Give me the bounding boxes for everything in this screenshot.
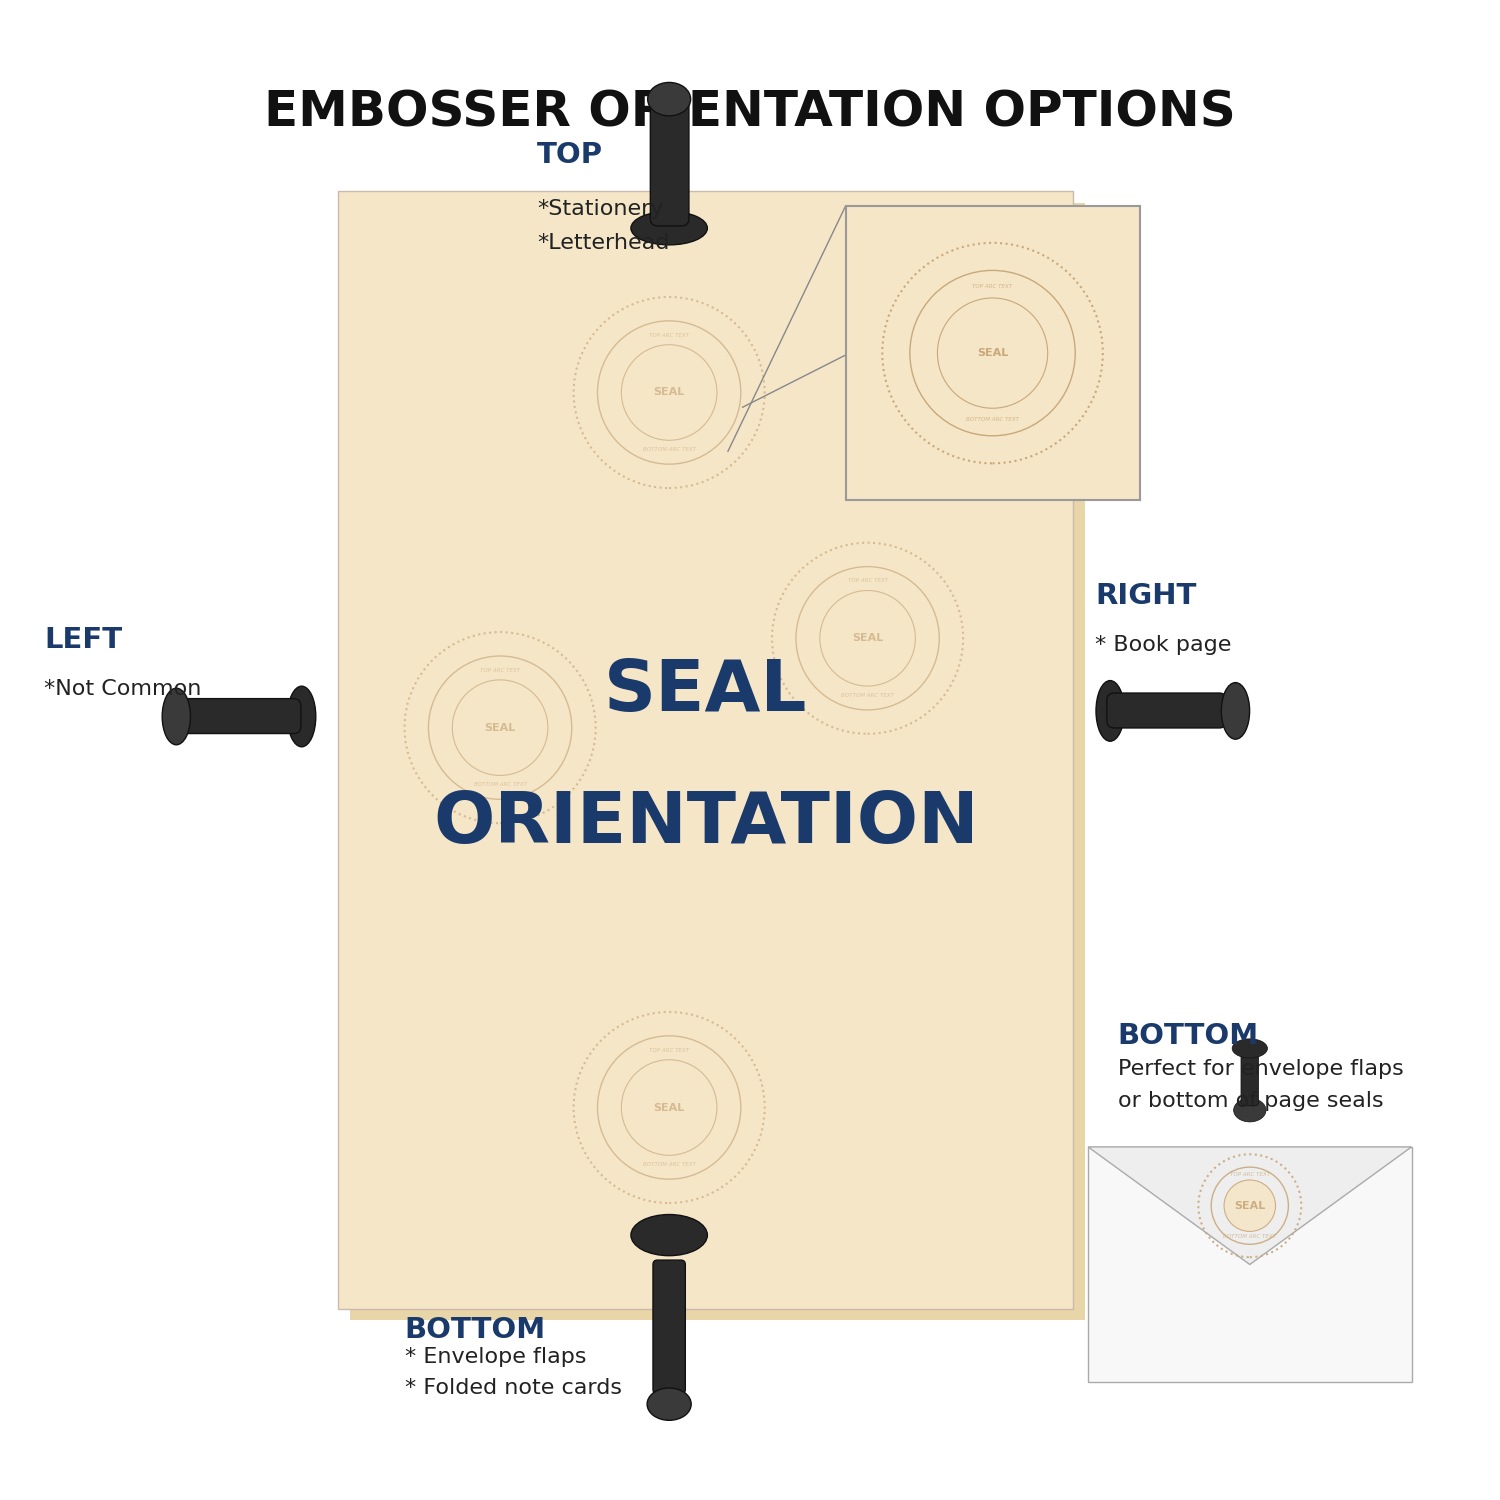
Circle shape bbox=[621, 345, 717, 441]
FancyBboxPatch shape bbox=[339, 192, 1074, 1308]
Ellipse shape bbox=[648, 82, 690, 116]
Circle shape bbox=[1224, 1180, 1275, 1231]
Ellipse shape bbox=[1096, 681, 1125, 741]
Text: SEAL: SEAL bbox=[852, 633, 883, 644]
FancyBboxPatch shape bbox=[652, 1260, 686, 1394]
Text: BOTTOM ARC TEXT: BOTTOM ARC TEXT bbox=[642, 447, 696, 453]
FancyBboxPatch shape bbox=[1240, 1048, 1258, 1106]
Ellipse shape bbox=[1233, 1098, 1266, 1122]
FancyBboxPatch shape bbox=[182, 699, 302, 734]
Text: SEAL: SEAL bbox=[976, 348, 1008, 358]
Ellipse shape bbox=[632, 211, 708, 244]
Text: TOP ARC TEXT: TOP ARC TEXT bbox=[972, 285, 1012, 290]
Text: BOTTOM: BOTTOM bbox=[1118, 1022, 1258, 1050]
FancyBboxPatch shape bbox=[1107, 693, 1227, 728]
Text: *Letterhead: *Letterhead bbox=[537, 232, 669, 252]
Text: TOP: TOP bbox=[537, 141, 603, 170]
Text: BOTTOM: BOTTOM bbox=[405, 1316, 546, 1344]
Ellipse shape bbox=[632, 1215, 708, 1255]
FancyBboxPatch shape bbox=[846, 206, 1140, 500]
Text: ORIENTATION: ORIENTATION bbox=[433, 789, 978, 858]
Ellipse shape bbox=[1221, 682, 1250, 740]
Text: BOTTOM ARC TEXT: BOTTOM ARC TEXT bbox=[474, 783, 526, 788]
Text: *Not Common: *Not Common bbox=[45, 680, 203, 699]
Text: SEAL: SEAL bbox=[1234, 1200, 1266, 1210]
Text: RIGHT: RIGHT bbox=[1095, 582, 1197, 610]
FancyBboxPatch shape bbox=[350, 202, 1084, 1320]
Text: BOTTOM ARC TEXT: BOTTOM ARC TEXT bbox=[1224, 1234, 1276, 1239]
Text: * Folded note cards: * Folded note cards bbox=[405, 1377, 621, 1398]
Circle shape bbox=[621, 1059, 717, 1155]
Text: BOTTOM ARC TEXT: BOTTOM ARC TEXT bbox=[966, 417, 1018, 422]
Text: SEAL: SEAL bbox=[654, 387, 686, 398]
Ellipse shape bbox=[288, 686, 316, 747]
FancyBboxPatch shape bbox=[1088, 1148, 1412, 1382]
Text: TOP ARC TEXT: TOP ARC TEXT bbox=[1230, 1173, 1270, 1178]
FancyBboxPatch shape bbox=[651, 96, 688, 226]
Circle shape bbox=[453, 680, 548, 776]
Text: * Book page: * Book page bbox=[1095, 636, 1232, 656]
Ellipse shape bbox=[1232, 1040, 1268, 1058]
Text: TOP ARC TEXT: TOP ARC TEXT bbox=[847, 579, 888, 584]
Text: or bottom of page seals: or bottom of page seals bbox=[1118, 1090, 1383, 1112]
Text: BOTTOM ARC TEXT: BOTTOM ARC TEXT bbox=[842, 693, 894, 698]
Text: SEAL: SEAL bbox=[604, 657, 807, 726]
Text: SEAL: SEAL bbox=[654, 1102, 686, 1113]
Text: SEAL: SEAL bbox=[484, 723, 516, 732]
Circle shape bbox=[938, 298, 1047, 408]
Text: TOP ARC TEXT: TOP ARC TEXT bbox=[650, 1047, 688, 1053]
Text: * Envelope flaps: * Envelope flaps bbox=[405, 1347, 586, 1366]
Ellipse shape bbox=[162, 688, 190, 746]
Text: LEFT: LEFT bbox=[45, 627, 123, 654]
Text: *Stationery: *Stationery bbox=[537, 200, 663, 219]
Ellipse shape bbox=[646, 1388, 692, 1420]
Text: EMBOSSER ORIENTATION OPTIONS: EMBOSSER ORIENTATION OPTIONS bbox=[264, 88, 1236, 136]
Polygon shape bbox=[1088, 1148, 1412, 1264]
Text: TOP ARC TEXT: TOP ARC TEXT bbox=[650, 333, 688, 338]
Circle shape bbox=[821, 591, 915, 686]
Text: BOTTOM ARC TEXT: BOTTOM ARC TEXT bbox=[642, 1162, 696, 1167]
Text: Perfect for envelope flaps: Perfect for envelope flaps bbox=[1118, 1059, 1404, 1078]
Text: TOP ARC TEXT: TOP ARC TEXT bbox=[480, 668, 520, 674]
